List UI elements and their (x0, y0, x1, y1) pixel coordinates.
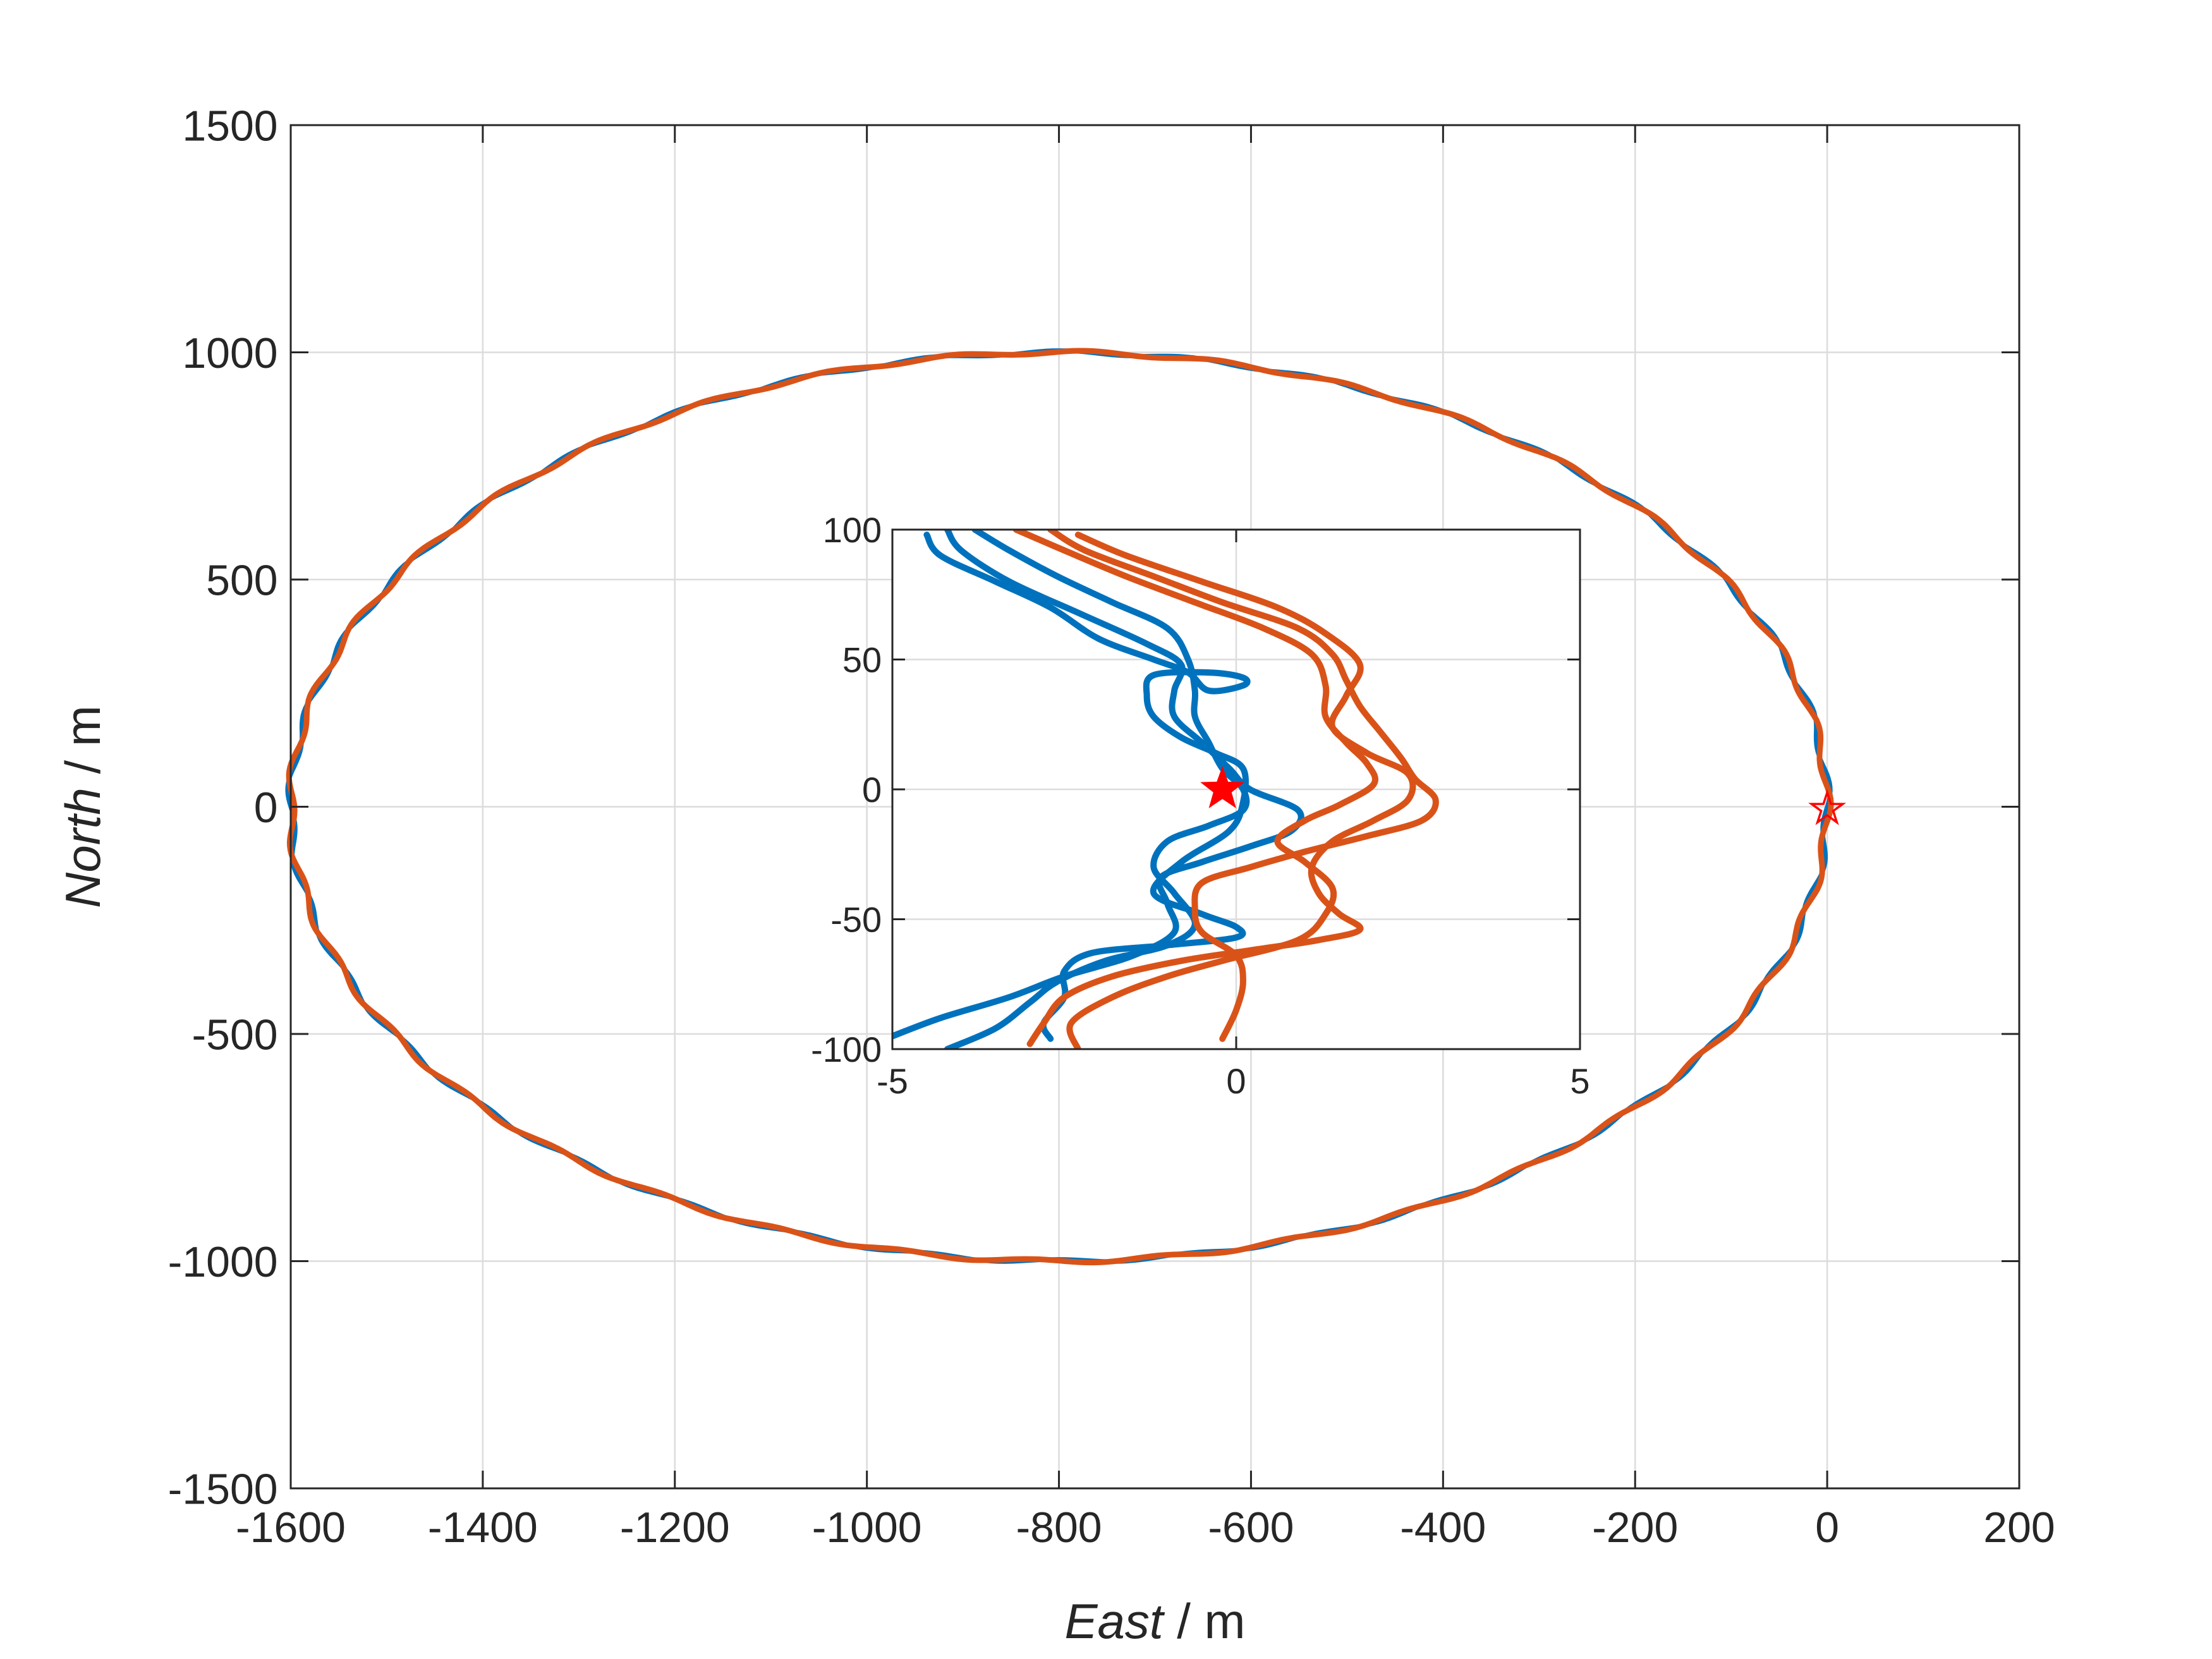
x-axis-label-unit: / m (1164, 1593, 1246, 1649)
inset-y-tick-label: 0 (862, 770, 882, 810)
inset-trajectory-series-5 (1026, 532, 1416, 1047)
inset-trajectory-series-6 (1012, 530, 1378, 1049)
inset-trajectory-series-3 (944, 530, 1250, 1049)
inset-x-tick-label: 0 (1226, 1061, 1246, 1101)
main-x-tick-labels: -1600 -1400 -1200 -1000 -800 -600 -400 -200 0 200 (236, 1504, 2055, 1552)
y-axis-label-name: North (55, 787, 111, 908)
y-axis-label-unit: / m (55, 705, 111, 787)
main-x-tick-label: -1600 (236, 1504, 346, 1552)
main-x-tick-label: -400 (1400, 1504, 1486, 1552)
main-y-tick-label: -1500 (168, 1465, 278, 1513)
main-y-tick-label: -500 (191, 1011, 277, 1059)
inset-trajectory-series-4 (1047, 530, 1439, 1042)
inset-y-tick-label: 100 (823, 510, 882, 550)
main-x-axis-label: East / m (1064, 1593, 1245, 1649)
main-x-tick-label: 0 (1815, 1504, 1839, 1552)
inset-y-tick-label: 50 (842, 640, 882, 680)
main-y-tick-label: 500 (206, 556, 277, 604)
x-axis-label-name: East (1064, 1593, 1165, 1649)
main-y-tick-label: 1500 (182, 102, 277, 150)
main-x-tick-label: -1200 (620, 1504, 730, 1552)
main-x-tick-label: -600 (1208, 1504, 1294, 1552)
main-x-tick-label: -1400 (428, 1504, 538, 1552)
inset-x-tick-label: -5 (877, 1061, 908, 1101)
inset-y-tick-label: -50 (830, 900, 882, 940)
main-y-axis-label: North / m (55, 705, 111, 908)
inset-star-marker (1200, 766, 1245, 808)
inset-y-tick-label: -100 (811, 1030, 882, 1069)
inset-start-marker (1200, 766, 1245, 808)
main-y-tick-label: -1000 (168, 1238, 278, 1286)
main-star-marker (1808, 789, 1847, 825)
main-start-marker (1808, 789, 1847, 825)
main-x-tick-label: -800 (1016, 1504, 1102, 1552)
main-x-tick-label: 200 (1983, 1504, 2055, 1552)
main-x-tick-label: -1000 (812, 1504, 922, 1552)
main-ticks (289, 124, 2021, 1490)
main-y-tick-labels: -1500 -1000 -500 0 500 1000 1500 (168, 102, 278, 1513)
main-x-tick-label: -200 (1592, 1504, 1678, 1552)
inset-ticks (891, 528, 1581, 1050)
inset-y-tick-labels: -100 -50 0 50 100 (811, 510, 882, 1069)
main-y-tick-label: 0 (254, 784, 278, 832)
inset-x-tick-labels: -5 0 5 (877, 1061, 1589, 1101)
inset-x-tick-label: 5 (1570, 1061, 1589, 1101)
inset-series-layer (892, 530, 1439, 1049)
main-y-tick-label: 1000 (182, 329, 277, 377)
